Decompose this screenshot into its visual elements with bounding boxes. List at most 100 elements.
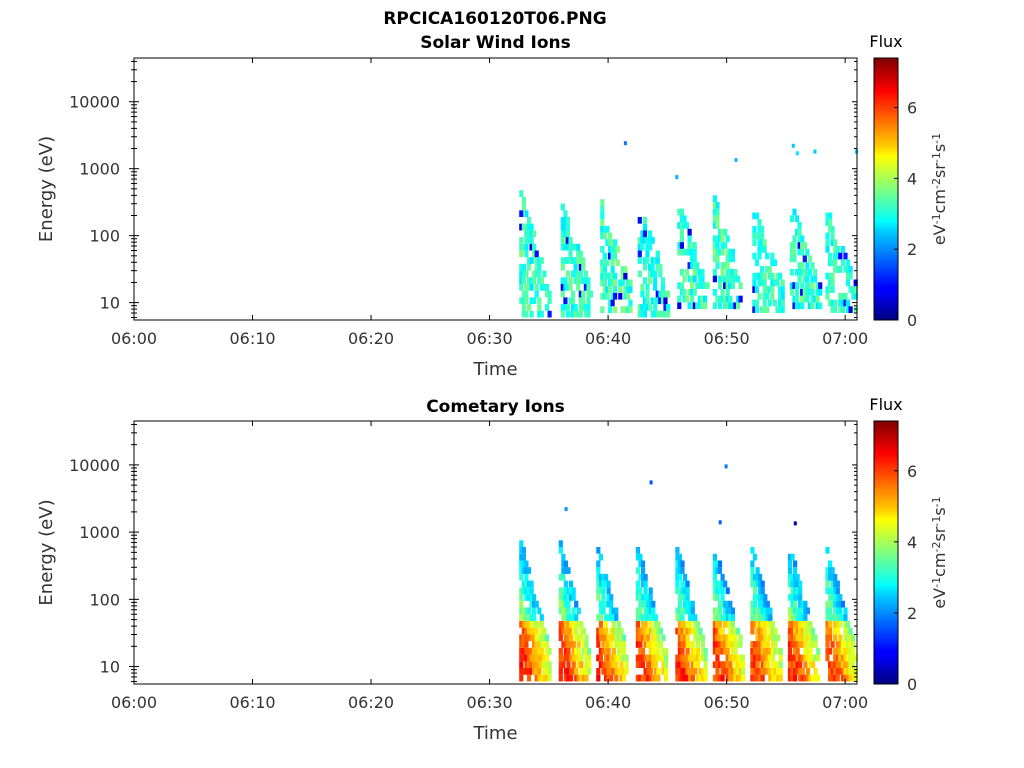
heatmap-cell [692,302,697,310]
heatmap-cell [838,614,843,621]
heatmap-cell [715,641,720,648]
heatmap-cell [650,237,655,244]
heatmap-cell [720,668,725,675]
heatmap-cell [532,297,537,305]
heatmap-cell [628,299,633,307]
heatmap-cell [717,600,723,608]
heatmap-cell [640,573,646,581]
heatmap-cell [648,243,653,251]
heatmap-cell [805,282,810,289]
heatmap-cell [810,289,815,296]
heatmap-cell [755,647,760,655]
heatmap-cell [625,292,631,300]
heatmap-cell [760,594,765,601]
heatmap-cell [787,654,793,662]
heatmap-cell [787,621,793,628]
heatmap-cell [625,279,631,287]
heatmap-cell [715,614,720,621]
heatmap-cell [812,295,818,303]
heatmap-cell [835,627,840,635]
heatmap-cell [524,243,529,251]
heatmap-cell [524,230,529,238]
heatmap-cell [566,614,571,621]
heatmap-cell [687,275,692,283]
heatmap-cell [828,560,833,568]
heatmap-cell [741,654,746,662]
heatmap-cell [805,627,810,635]
heatmap-cell [795,289,800,296]
heatmap-cell [757,292,762,300]
heatmap-cell [571,290,576,298]
heatmap-cell [537,621,542,628]
heatmap-cell [811,634,816,642]
heatmap-cell [800,654,805,662]
heatmap-cell [519,297,524,305]
heatmap-cell [765,647,770,655]
heatmap-cell [685,580,690,588]
heatmap-point [564,507,568,512]
heatmap-cell [792,242,797,249]
heatmap-cell [610,252,615,260]
heatmap-cell [640,560,646,568]
heatmap-cell [573,270,578,278]
heatmap-cell [795,634,800,642]
heatmap-cell [574,668,579,675]
heatmap-cell [700,295,705,303]
heatmap-cell [529,243,534,251]
heatmap-cell [697,275,702,283]
heatmap-cell [534,641,539,648]
heatmap-cell [529,614,534,621]
x-tick-label: 06:50 [704,693,750,712]
heatmap-cell [703,661,708,668]
heatmap-cell [532,654,537,662]
heatmap-cell [569,621,574,628]
heatmap-cell [621,634,627,642]
heatmap-cell [635,621,640,628]
heatmap-cell [789,255,794,263]
heatmap-cell [730,627,735,635]
heatmap-cell [563,237,568,244]
heatmap-cell [828,634,833,642]
heatmap-cell [793,594,798,601]
heatmap-cell [563,600,568,608]
heatmap-cell [542,270,547,278]
heatmap-cell [835,647,840,655]
heatmap-cell [835,587,840,595]
heatmap-cell [573,243,578,251]
heatmap-point [623,141,627,146]
heatmap-cell [843,299,848,307]
heatmap-cell [833,573,838,581]
heatmap-cell [717,674,723,682]
heatmap-cell [648,654,653,662]
heatmap-cell [712,222,717,229]
heatmap-cell [537,674,542,682]
heatmap-cell [800,242,805,249]
heatmap-cell [754,232,760,240]
heatmap-cell [661,647,666,655]
heatmap-cell [717,614,723,621]
heatmap-cell [524,661,529,668]
heatmap-cell [584,647,589,655]
heatmap-cell [735,275,741,283]
heatmap-cell [725,268,730,276]
heatmap-cell [838,594,843,601]
heatmap-cell [792,208,797,216]
heatmap-cell [560,217,565,224]
heatmap-cell [643,668,648,675]
heatmap-cell [563,647,568,655]
heatmap-cell [566,661,571,668]
heatmap-cell [685,661,690,668]
heatmap-cell [569,627,574,635]
heatmap-cell [620,272,625,280]
unit-exponent: -1 [930,577,943,588]
heatmap-cell [789,215,794,223]
heatmap-cell [606,580,611,588]
heatmap-cell [695,621,700,628]
heatmap-cell [563,277,568,284]
heatmap-cell [813,641,818,648]
heatmap-cell [717,567,723,574]
heatmap-cell [542,674,547,682]
heatmap-cell [802,289,807,296]
heatmap-cell [712,242,717,249]
heatmap-cell [715,621,720,628]
